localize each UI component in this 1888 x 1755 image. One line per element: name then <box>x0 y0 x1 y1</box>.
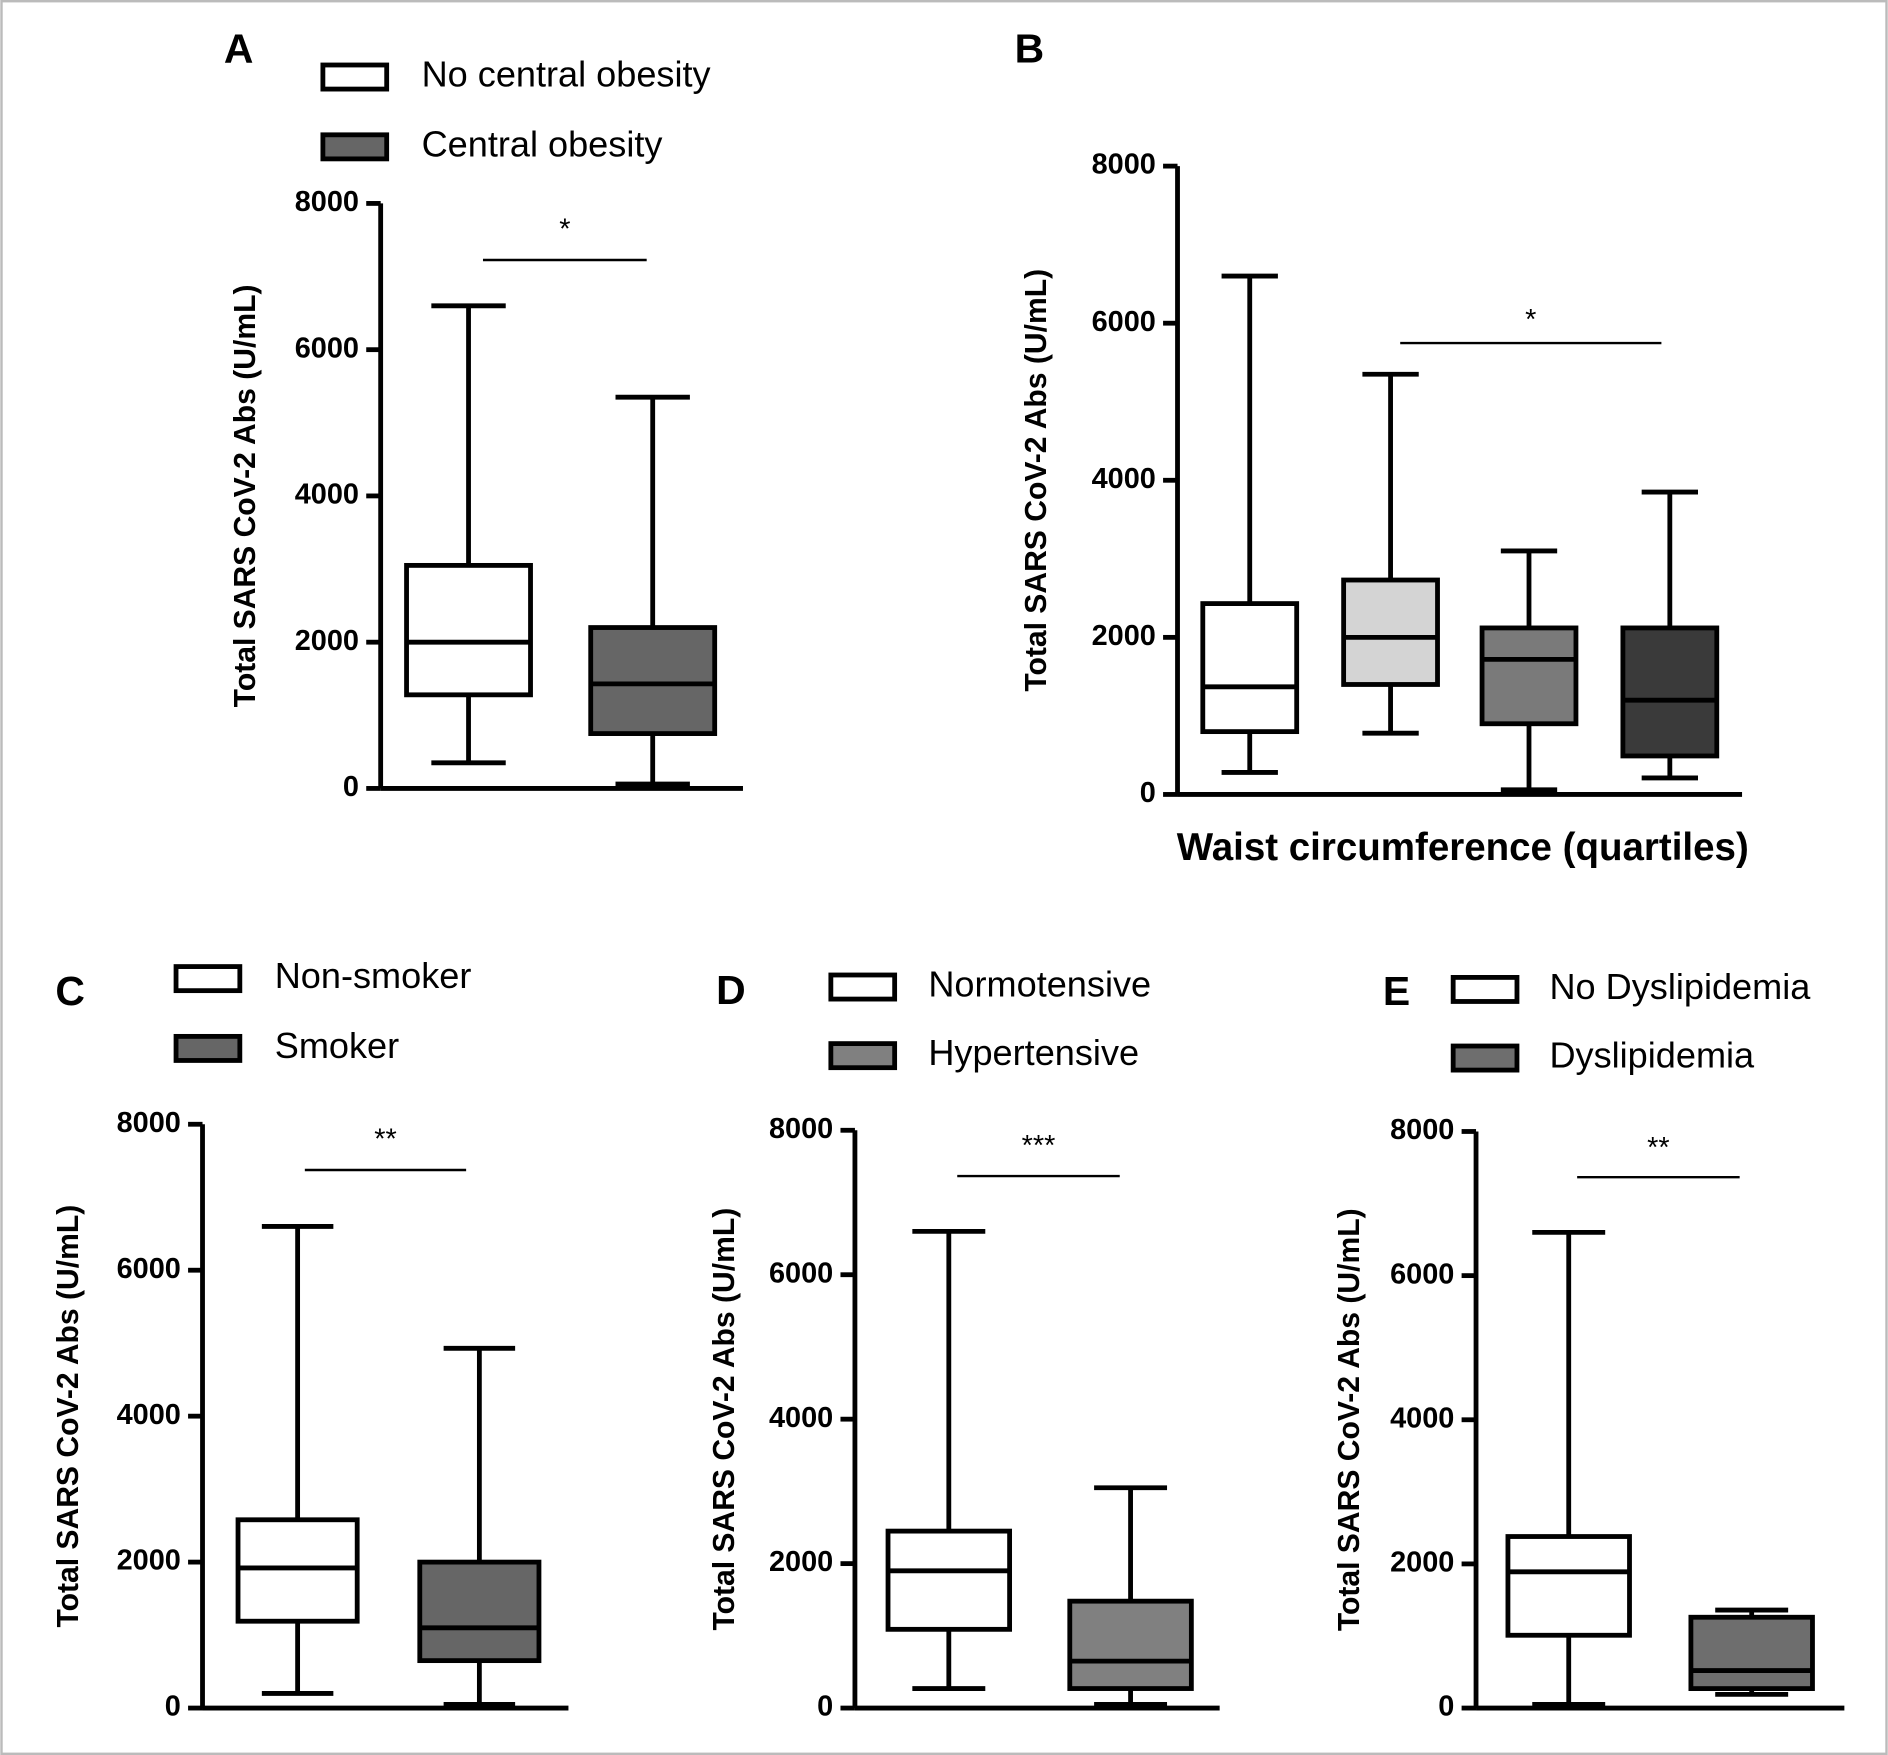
legend-swatch <box>173 1033 243 1063</box>
y-tick-label: 2000 <box>1092 620 1156 652</box>
y-tick-label: 6000 <box>1390 1258 1454 1290</box>
box <box>1067 1598 1194 1691</box>
y-tick-label: 6000 <box>295 332 359 364</box>
y-tick-label: 0 <box>817 1691 833 1723</box>
y-tick-label: 2000 <box>295 625 359 657</box>
significance-label: * <box>1525 304 1536 336</box>
legend-swatch <box>828 972 898 1002</box>
box <box>235 1517 360 1624</box>
y-tick-label: 0 <box>1140 777 1156 809</box>
box <box>588 625 718 736</box>
y-axis-label: Total SARS CoV-2 Abs (U/mL) <box>708 1208 741 1631</box>
y-axis-label: Total SARS CoV-2 Abs (U/mL) <box>1333 1208 1366 1631</box>
box <box>1200 601 1300 735</box>
y-axis-label: Total SARS CoV-2 Abs (U/mL) <box>52 1205 85 1628</box>
y-tick-label: 0 <box>165 1691 181 1723</box>
significance-label: * <box>559 214 570 246</box>
box <box>1620 625 1720 759</box>
box <box>404 562 533 698</box>
legend-label: No central obesity <box>422 54 711 95</box>
y-tick-label: 8000 <box>769 1113 833 1145</box>
legend-label: No Dyslipidemia <box>1549 966 1811 1007</box>
box <box>1479 625 1579 727</box>
y-tick-label: 4000 <box>1092 463 1156 495</box>
y-tick-label: 4000 <box>117 1399 181 1431</box>
y-tick-label: 4000 <box>1390 1402 1454 1434</box>
y-tick-label: 4000 <box>295 479 359 511</box>
y-tick-label: 8000 <box>117 1107 181 1139</box>
box <box>1688 1614 1815 1692</box>
panel-label: A <box>224 26 254 72</box>
panel-label: B <box>1015 26 1045 72</box>
legend-label: Dyslipidemia <box>1549 1035 1755 1076</box>
y-axis-label: Total SARS CoV-2 Abs (U/mL) <box>1020 269 1053 692</box>
y-tick-label: 8000 <box>1092 149 1156 181</box>
y-tick-label: 0 <box>343 771 359 803</box>
y-tick-label: 8000 <box>295 186 359 218</box>
legend-swatch <box>828 1041 898 1071</box>
y-tick-label: 0 <box>1438 1691 1454 1723</box>
legend-swatch <box>320 62 390 92</box>
x-axis-label: Waist circumference (quartiles) <box>1177 826 1749 869</box>
y-tick-label: 8000 <box>1390 1114 1454 1146</box>
panel-label: C <box>55 968 85 1014</box>
legend-label: Hypertensive <box>928 1032 1139 1073</box>
box <box>885 1528 1013 1632</box>
legend-swatch <box>1450 1043 1520 1073</box>
legend-swatch <box>173 964 243 994</box>
significance-label: *** <box>1022 1130 1056 1162</box>
y-tick-label: 2000 <box>1390 1547 1454 1579</box>
legend-swatch <box>320 132 390 162</box>
panel-label: D <box>716 967 746 1013</box>
y-tick-label: 6000 <box>117 1253 181 1285</box>
y-tick-label: 2000 <box>769 1546 833 1578</box>
legend-label: Central obesity <box>422 123 663 164</box>
legend-swatch <box>1450 975 1520 1004</box>
box <box>1505 1534 1632 1638</box>
box <box>417 1559 542 1664</box>
legend-label: Normotensive <box>928 964 1151 1005</box>
y-axis-label: Total SARS CoV-2 Abs (U/mL) <box>229 285 262 708</box>
y-tick-label: 6000 <box>769 1257 833 1289</box>
box <box>1341 577 1440 687</box>
panel-label: E <box>1383 968 1410 1014</box>
y-tick-label: 2000 <box>117 1545 181 1577</box>
legend-label: Non-smoker <box>275 955 472 996</box>
y-tick-label: 4000 <box>769 1402 833 1434</box>
y-tick-label: 6000 <box>1092 306 1156 338</box>
significance-label: ** <box>1647 1132 1669 1164</box>
legend-label: Smoker <box>275 1025 399 1066</box>
significance-label: ** <box>374 1124 396 1156</box>
